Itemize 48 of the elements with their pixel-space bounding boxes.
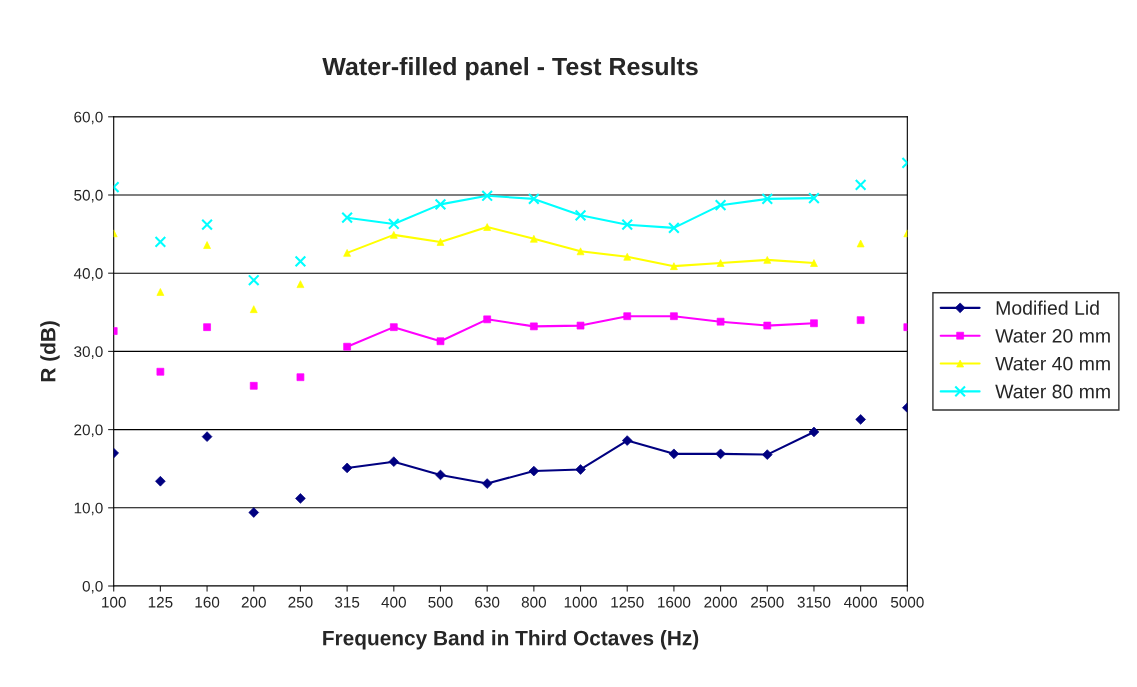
point	[247, 274, 260, 287]
x-tick-label: 1250	[611, 596, 644, 608]
y-tick-label: 60,0	[74, 111, 103, 125]
x-tick-label: 800	[521, 596, 546, 608]
x-tick-label: 100	[102, 596, 126, 608]
y-tick-label: 0,0	[82, 580, 103, 594]
y-tick-label: 40,0	[73, 268, 103, 281]
x-tick-label: 4000	[844, 596, 878, 608]
point	[527, 193, 540, 205]
legend-label: Modified Lid	[996, 300, 1099, 315]
point	[434, 198, 447, 211]
point	[154, 236, 167, 248]
x-tick-label: 160	[195, 596, 220, 608]
y-tick-label: 20,0	[74, 424, 103, 438]
legend-label: Water 80 mm	[995, 384, 1110, 399]
x-tick-label: 315	[334, 596, 360, 608]
point	[621, 218, 634, 231]
x-tick-label: 3150	[797, 596, 831, 608]
x-tick-label: 125	[148, 596, 173, 608]
point	[574, 209, 587, 222]
x-tick-label: 2500	[751, 596, 784, 608]
point	[294, 255, 307, 268]
point	[668, 221, 680, 234]
point	[808, 192, 820, 205]
x-axis-title: Frequency Band in Third Octaves (Hz)	[323, 630, 699, 650]
x-tick-label: 1000	[564, 596, 597, 608]
point	[714, 199, 727, 212]
legend-label: Water 20 mm	[995, 328, 1110, 343]
point	[387, 218, 400, 230]
x-tick-label: 1600	[658, 596, 691, 608]
chart-title: Water-filled panel - Test Results	[322, 57, 698, 81]
x-tick-label: 200	[241, 596, 266, 608]
y-tick-label: 10,0	[74, 502, 103, 516]
point	[854, 178, 867, 191]
x-tick-label: 5000	[890, 596, 924, 608]
point	[481, 189, 494, 202]
y-tick-label: 50,0	[74, 189, 103, 203]
x-tick-label: 630	[475, 596, 500, 608]
point	[201, 218, 213, 231]
x-tick-label: 500	[428, 596, 453, 608]
point	[761, 193, 774, 205]
y-axis-title: R (dB)	[40, 321, 60, 382]
legend-label: Water 40 mm	[995, 356, 1110, 371]
y-tick-label: 30,0	[74, 346, 103, 359]
x-tick-label: 2000	[704, 596, 737, 608]
x-tick-label: 250	[288, 596, 313, 608]
x-tick-label: 400	[381, 596, 406, 608]
point	[341, 211, 354, 224]
